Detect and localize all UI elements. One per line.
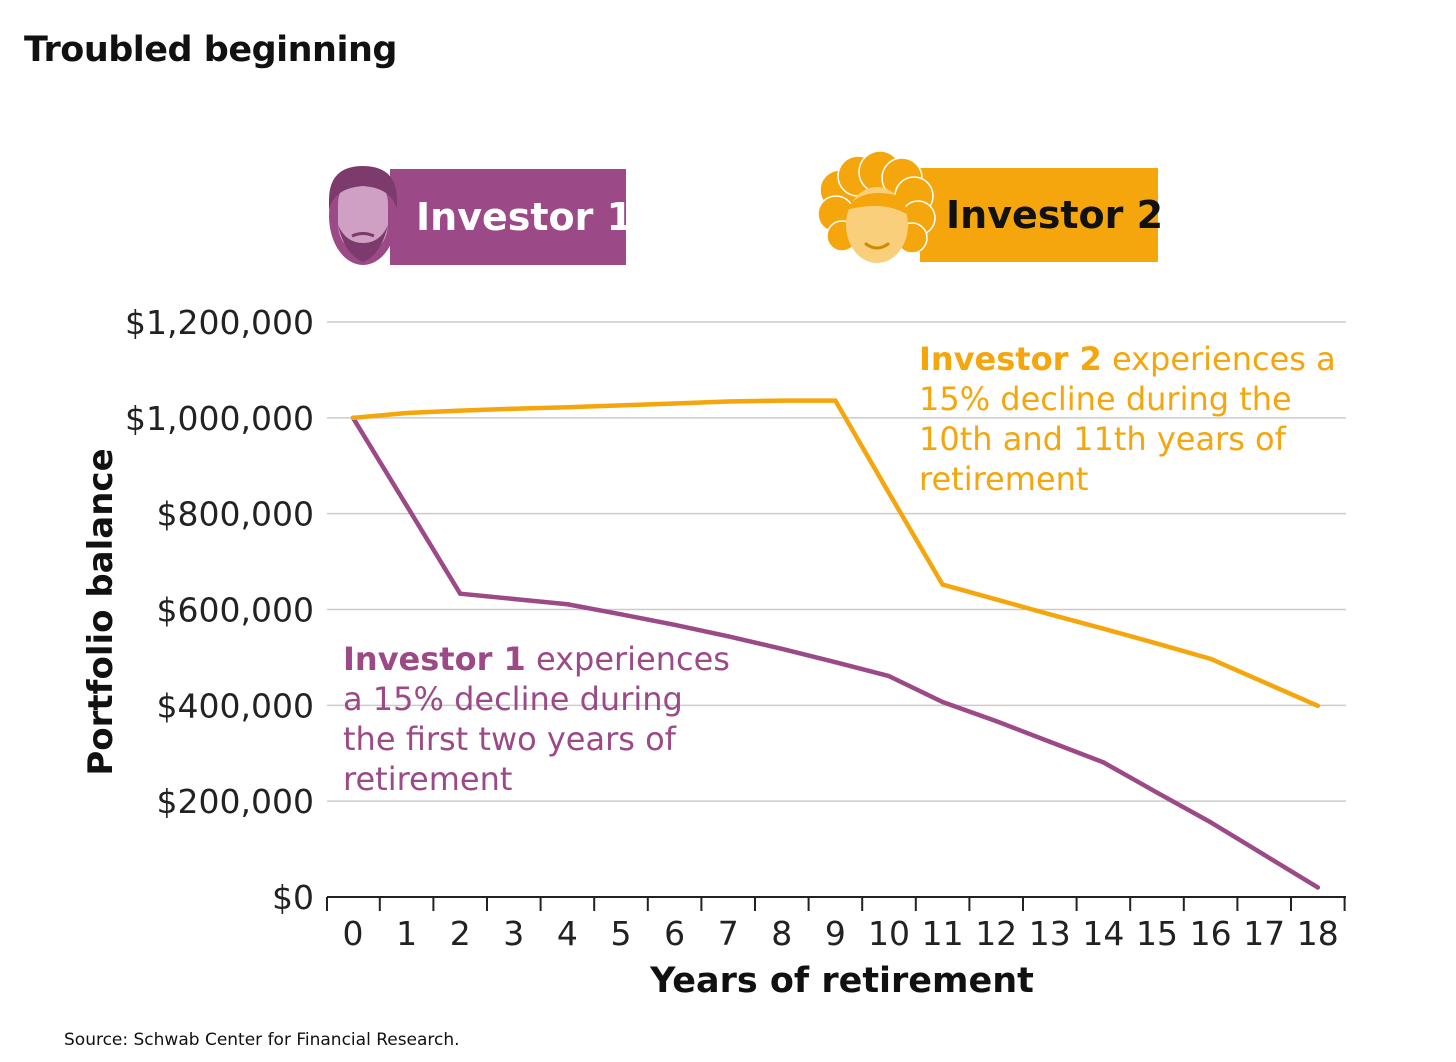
investor-1-annotation-line: retirement: [343, 760, 512, 798]
y-tick-label: $800,000: [157, 495, 314, 534]
investor-1-point: [779, 646, 784, 651]
face: [338, 178, 388, 252]
investor-1-point: [404, 503, 409, 508]
x-axis-title: Years of retirement: [649, 961, 1034, 1001]
smile: [864, 242, 890, 250]
y-tick-label: $0: [272, 878, 314, 917]
hair: [329, 166, 397, 210]
investor-2-point: [350, 415, 356, 421]
investor-2-point: [511, 406, 516, 411]
investor-1-annotation-line: the first two years of: [343, 720, 677, 758]
x-tick-label: 1: [396, 914, 417, 953]
y-tick-label: $1,000,000: [125, 399, 314, 438]
investor-2-legend-badge: [920, 168, 1158, 262]
bearded-man-avatar-icon: [329, 166, 397, 265]
investor-2-point: [994, 597, 999, 602]
x-tick-label: 18: [1297, 914, 1339, 953]
investor-2-point: [726, 399, 731, 404]
y-tick-label: $1,200,000: [125, 303, 314, 342]
investor-2-point: [779, 398, 784, 403]
investor-1-point: [618, 612, 624, 617]
x-tick-label: 0: [343, 914, 364, 953]
y-tick-label: $200,000: [157, 782, 314, 821]
y-tick-label: $400,000: [157, 686, 314, 725]
investor-1-legend-label: Investor 1: [416, 195, 633, 239]
page-title: Troubled beginning: [24, 30, 397, 70]
investor-2-point: [940, 582, 945, 587]
y-axis-title: Portfolio balance: [81, 448, 121, 775]
x-tick-label: 10: [868, 914, 910, 953]
investor-1-point: [1154, 790, 1160, 795]
series-lines: [350, 398, 1321, 890]
investor-2-point: [565, 405, 570, 410]
investor-2-point: [833, 398, 838, 403]
investor-2-point: [404, 410, 409, 416]
x-tick-label: 4: [557, 914, 578, 953]
investor-1-point: [1262, 852, 1267, 858]
investor-2-annotation-line: 10th and 11th years of: [919, 420, 1287, 458]
line-chart: $0 $200,000 $400,000 $600,000 $800,000 $1,000…: [81, 150, 1346, 1001]
investor-2-point: [1208, 656, 1213, 662]
investor-1-legend-badge: [390, 169, 626, 265]
bangs: [846, 193, 908, 215]
investor-1-point: [1047, 739, 1053, 744]
investor-2-point: [886, 490, 892, 496]
x-tick-label: 6: [664, 914, 685, 953]
y-axis: $0 $200,000 $400,000 $600,000 $800,000 $1,000…: [81, 303, 314, 917]
investor-1-annotation-line: Investor 1 experiences: [343, 640, 730, 678]
investor-1-point: [994, 718, 999, 724]
x-tick-label: 12: [975, 914, 1017, 953]
investor-2-legend-label: Investor 2: [946, 193, 1163, 237]
investor-1-point: [1101, 760, 1106, 765]
x-tick-label: 16: [1190, 914, 1232, 953]
investor-1-point: [726, 634, 731, 639]
x-tick-label: 5: [611, 914, 632, 953]
investor-1-annotation-bold-label: Investor 1: [343, 640, 526, 678]
mustache: [351, 232, 375, 238]
investor-2-annotation-text: experiences a: [1102, 340, 1336, 378]
x-tick-label: 17: [1243, 914, 1285, 953]
investor-1-point: [1208, 820, 1213, 825]
x-tick-label: 11: [922, 914, 964, 953]
x-tick-label: 13: [1029, 914, 1071, 953]
investor-2-annotation-bold-label: Investor 2: [919, 340, 1102, 378]
investor-2-point: [1154, 641, 1160, 646]
investor-2-point: [672, 401, 677, 406]
investor-1-point: [672, 622, 677, 628]
x-tick-label: 14: [1082, 914, 1124, 953]
investor-2-point: [1315, 703, 1321, 709]
investor-1-point: [511, 596, 516, 602]
curly-hair-woman-avatar-icon: [817, 150, 936, 263]
x-tick-label: 7: [718, 914, 739, 953]
investor-2-annotation-line: 15% decline during the: [919, 380, 1292, 418]
source-note: Source: Schwab Center for Financial Rese…: [64, 1030, 460, 1050]
investor-1-point: [458, 591, 463, 596]
x-tick-label: 15: [1136, 914, 1178, 953]
investor-1-point: [940, 699, 945, 705]
investor-2-point: [458, 408, 463, 413]
grid-lines: [327, 321, 1346, 802]
investor-2-annotation-line: retirement: [919, 460, 1088, 498]
investor-2-point: [618, 403, 624, 408]
investor-1-annotation-text: experiences: [526, 640, 730, 678]
y-tick-label: $600,000: [157, 591, 314, 630]
investor-2-point: [1047, 612, 1053, 617]
investor-1-point: [833, 660, 838, 665]
investor-1-point: [565, 602, 570, 607]
investor-2-annotation-line: Investor 2 experiences a: [919, 340, 1336, 378]
x-tick-label: 8: [771, 914, 792, 953]
investor-1-annotation-line: a 15% decline during: [343, 680, 683, 718]
investor-1-point: [1315, 885, 1321, 890]
legend: Investor 1 Investor 2: [329, 150, 1163, 265]
beard: [338, 225, 388, 262]
x-tick-label: 9: [825, 914, 846, 953]
investor-1-point: [886, 673, 892, 679]
x-tick-label: 3: [503, 914, 524, 953]
x-tick-label: 2: [450, 914, 471, 953]
investor-2-point: [1262, 680, 1267, 685]
investor-2-point: [1101, 626, 1106, 631]
